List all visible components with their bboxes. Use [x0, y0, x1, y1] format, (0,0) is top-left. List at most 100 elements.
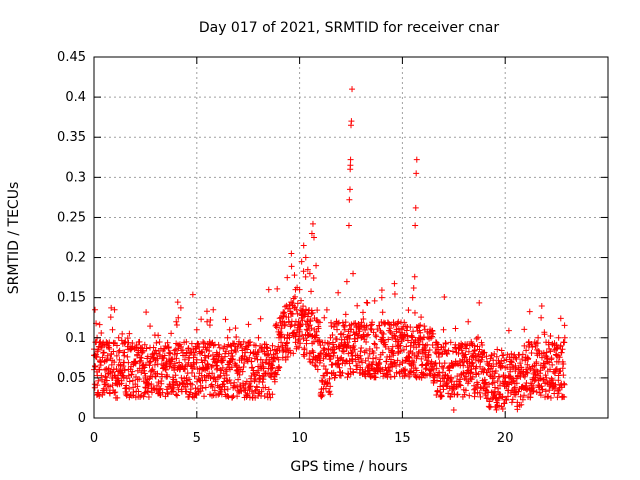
data-point	[173, 378, 180, 385]
data-point	[191, 364, 198, 371]
data-point	[475, 370, 482, 377]
data-point	[421, 323, 428, 330]
data-point	[247, 383, 254, 390]
data-point	[286, 347, 293, 354]
y-tick-label: 0	[78, 411, 86, 426]
data-point	[246, 354, 253, 361]
data-point	[438, 393, 445, 400]
data-point	[302, 273, 309, 280]
data-point	[278, 331, 285, 338]
data-point	[376, 359, 383, 366]
data-point	[111, 306, 118, 313]
data-point	[102, 381, 109, 388]
data-point	[439, 382, 446, 389]
data-point	[334, 320, 341, 327]
data-point	[170, 388, 177, 395]
data-point	[138, 354, 145, 361]
data-point	[378, 319, 385, 326]
data-point	[92, 363, 99, 370]
data-point	[157, 351, 164, 358]
data-point	[502, 374, 509, 381]
data-point	[259, 379, 266, 386]
data-point	[126, 378, 133, 385]
data-point	[561, 394, 568, 401]
data-point	[124, 335, 131, 342]
data-point	[102, 373, 109, 380]
data-point	[448, 378, 455, 385]
data-point	[229, 394, 236, 401]
data-point	[124, 353, 131, 360]
data-point	[224, 334, 231, 341]
data-point	[299, 332, 306, 339]
data-point	[137, 357, 144, 364]
data-point	[505, 327, 512, 334]
data-point	[237, 341, 244, 348]
x-tick-label: 20	[497, 431, 514, 446]
data-point	[253, 353, 260, 360]
data-point	[444, 350, 451, 357]
data-point	[135, 388, 142, 395]
data-point	[352, 320, 359, 327]
data-point	[521, 326, 528, 333]
data-point	[275, 343, 282, 350]
data-point	[205, 353, 212, 360]
data-point	[406, 368, 413, 375]
data-point	[151, 361, 158, 368]
data-point	[329, 332, 336, 339]
data-point	[164, 383, 171, 390]
data-point	[206, 347, 213, 354]
data-point	[145, 393, 152, 400]
data-point	[173, 318, 180, 325]
data-point	[538, 302, 545, 309]
data-point	[284, 339, 291, 346]
data-point	[426, 346, 433, 353]
data-point	[516, 351, 523, 358]
data-point	[181, 366, 188, 373]
data-point	[503, 356, 510, 363]
data-point	[482, 379, 489, 386]
data-point	[465, 318, 472, 325]
data-point	[545, 339, 552, 346]
data-point	[509, 396, 516, 403]
data-point	[168, 330, 175, 337]
data-point	[405, 307, 412, 314]
data-point	[239, 368, 246, 375]
data-point	[202, 377, 209, 384]
data-point	[174, 299, 181, 306]
data-point	[169, 356, 176, 363]
x-tick-label: 0	[90, 431, 98, 446]
data-point	[170, 376, 177, 383]
data-point	[445, 390, 452, 397]
data-point	[402, 370, 409, 377]
data-point	[209, 383, 216, 390]
data-point	[501, 357, 508, 364]
data-point	[202, 384, 209, 391]
data-point	[447, 339, 454, 346]
data-point	[354, 362, 361, 369]
data-point	[359, 309, 366, 316]
data-point	[221, 343, 228, 350]
data-point	[555, 390, 562, 397]
data-point	[134, 352, 141, 359]
data-point	[559, 346, 566, 353]
data-point	[501, 400, 508, 407]
data-point	[340, 356, 347, 363]
data-point	[224, 386, 231, 393]
data-point	[327, 383, 334, 390]
data-point	[223, 377, 230, 384]
data-point	[94, 348, 101, 355]
data-point	[217, 372, 224, 379]
data-point	[340, 322, 347, 329]
data-point	[492, 367, 499, 374]
data-point	[165, 343, 172, 350]
data-point	[327, 391, 334, 398]
data-point	[523, 369, 530, 376]
data-point	[495, 395, 502, 402]
data-point	[373, 344, 380, 351]
data-point	[558, 349, 565, 356]
data-point	[538, 314, 545, 321]
data-point	[477, 393, 484, 400]
data-point	[96, 321, 103, 328]
data-point	[427, 367, 434, 374]
data-point	[263, 344, 270, 351]
